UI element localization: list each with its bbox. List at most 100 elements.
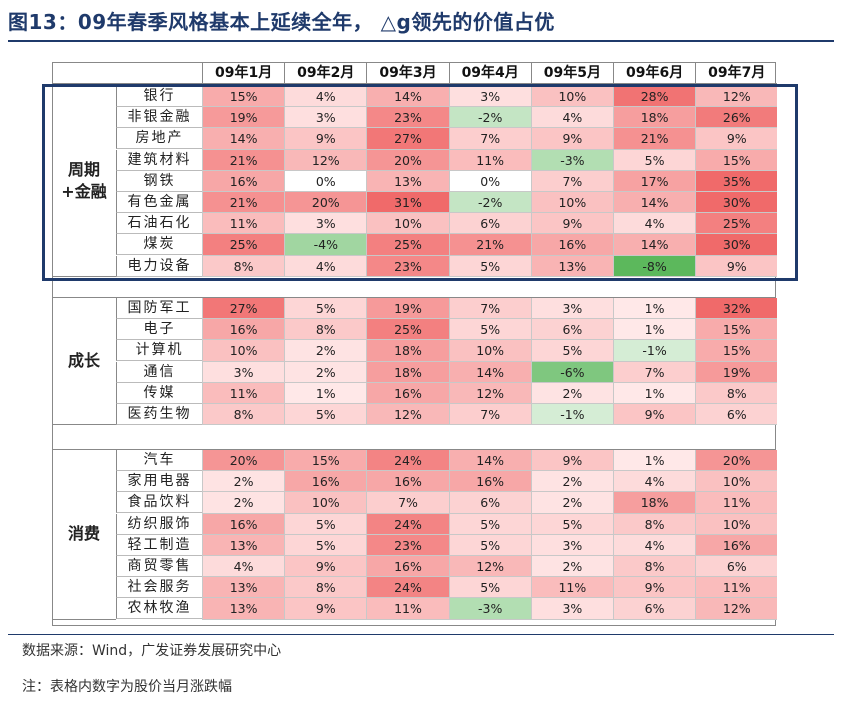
title-divider (8, 40, 834, 42)
data-cell: 14% (366, 86, 449, 108)
data-cell: 8% (613, 556, 696, 578)
column-header: 09年7月 (695, 62, 778, 84)
data-cell: 12% (695, 86, 778, 108)
row-label: 商贸零售 (116, 556, 202, 577)
column-header: 09年2月 (284, 62, 367, 84)
data-cell: 9% (284, 556, 367, 578)
header-corner (52, 62, 202, 84)
data-cell: 8% (284, 577, 367, 599)
row-label: 国防军工 (116, 298, 202, 319)
data-cell: 16% (202, 170, 285, 192)
data-cell: 0% (284, 170, 367, 192)
data-cell: 8% (202, 404, 285, 426)
data-cell: 11% (202, 382, 285, 404)
data-cell: 4% (202, 556, 285, 578)
data-cell: 16% (448, 471, 531, 493)
data-cell: 6% (530, 319, 613, 341)
data-cell: 3% (284, 213, 367, 235)
data-cell: 1% (284, 382, 367, 404)
data-cell: 2% (284, 361, 367, 383)
data-cell: 15% (202, 86, 285, 108)
data-cell: 27% (202, 298, 285, 320)
data-cell: 12% (284, 149, 367, 171)
data-cell: 5% (284, 298, 367, 320)
data-cell: 9% (530, 128, 613, 150)
data-cell: 27% (366, 128, 449, 150)
data-cell: -1% (530, 404, 613, 426)
data-cell: 30% (695, 192, 778, 214)
data-cell: 5% (530, 340, 613, 362)
data-cell: 9% (530, 450, 613, 472)
data-cell: 8% (284, 319, 367, 341)
data-cell: 10% (530, 192, 613, 214)
row-label: 轻工制造 (116, 534, 202, 556)
data-cell: 7% (448, 404, 531, 426)
data-cell: -8% (613, 255, 696, 277)
data-cell: 1% (613, 382, 696, 404)
data-cell: -1% (613, 340, 696, 362)
data-cell: -3% (448, 598, 531, 620)
group-label: 消费 (52, 450, 116, 620)
source-note: 数据来源：Wind，广发证券发展研究中心 (22, 643, 282, 659)
row-label: 煤炭 (116, 234, 202, 256)
data-cell: 11% (202, 213, 285, 235)
data-cell: 11% (530, 577, 613, 599)
data-cell: 9% (695, 255, 778, 277)
data-cell: 2% (530, 382, 613, 404)
data-cell: 14% (613, 234, 696, 256)
data-cell: 12% (448, 556, 531, 578)
data-cell: 16% (366, 556, 449, 578)
data-cell: 13% (530, 255, 613, 277)
data-cell: 12% (366, 404, 449, 426)
data-cell: 20% (695, 450, 778, 472)
data-cell: 18% (613, 492, 696, 514)
data-cell: 16% (284, 471, 367, 493)
column-header: 09年1月 (202, 62, 285, 84)
data-cell: 9% (695, 128, 778, 150)
data-cell: 10% (202, 340, 285, 362)
data-cell: 18% (613, 107, 696, 129)
column-header: 09年6月 (613, 62, 696, 84)
data-cell: 10% (448, 340, 531, 362)
data-cell: 6% (448, 213, 531, 235)
data-cell: -6% (530, 361, 613, 383)
data-cell: 16% (202, 513, 285, 535)
data-cell: -2% (448, 192, 531, 214)
data-cell: 32% (695, 298, 778, 320)
data-cell: 1% (613, 450, 696, 472)
data-cell: 4% (284, 255, 367, 277)
data-cell: 5% (448, 319, 531, 341)
figure-title: 图13：09年春季风格基本上延续全年， △g领先的价值占优 (8, 10, 555, 34)
data-cell: 0% (448, 170, 531, 192)
data-cell: -2% (448, 107, 531, 129)
row-label: 钢铁 (116, 170, 202, 192)
row-label: 有色金属 (116, 192, 202, 213)
column-header: 09年3月 (366, 62, 449, 84)
data-cell: 30% (695, 234, 778, 256)
data-cell: 5% (613, 149, 696, 171)
group-label: 成长 (52, 298, 116, 426)
data-cell: 1% (613, 319, 696, 341)
row-label: 电子 (116, 319, 202, 341)
data-cell: 5% (448, 255, 531, 277)
data-cell: 18% (366, 340, 449, 362)
data-cell: 9% (284, 128, 367, 150)
data-cell: 3% (284, 107, 367, 129)
row-label: 家用电器 (116, 471, 202, 493)
data-cell: 25% (695, 213, 778, 235)
group-label: 周期+金融 (52, 86, 116, 277)
data-cell: 15% (284, 450, 367, 472)
row-label: 医药生物 (116, 404, 202, 425)
data-cell: 13% (366, 170, 449, 192)
data-cell: 4% (613, 213, 696, 235)
row-label: 房地产 (116, 128, 202, 150)
data-cell: 5% (284, 513, 367, 535)
data-cell: 6% (613, 598, 696, 620)
data-cell: 2% (284, 340, 367, 362)
data-cell: 25% (366, 319, 449, 341)
data-cell: 4% (530, 107, 613, 129)
data-cell: 11% (695, 577, 778, 599)
row-label: 建筑材料 (116, 149, 202, 171)
data-cell: 3% (530, 534, 613, 556)
data-cell: 5% (448, 534, 531, 556)
